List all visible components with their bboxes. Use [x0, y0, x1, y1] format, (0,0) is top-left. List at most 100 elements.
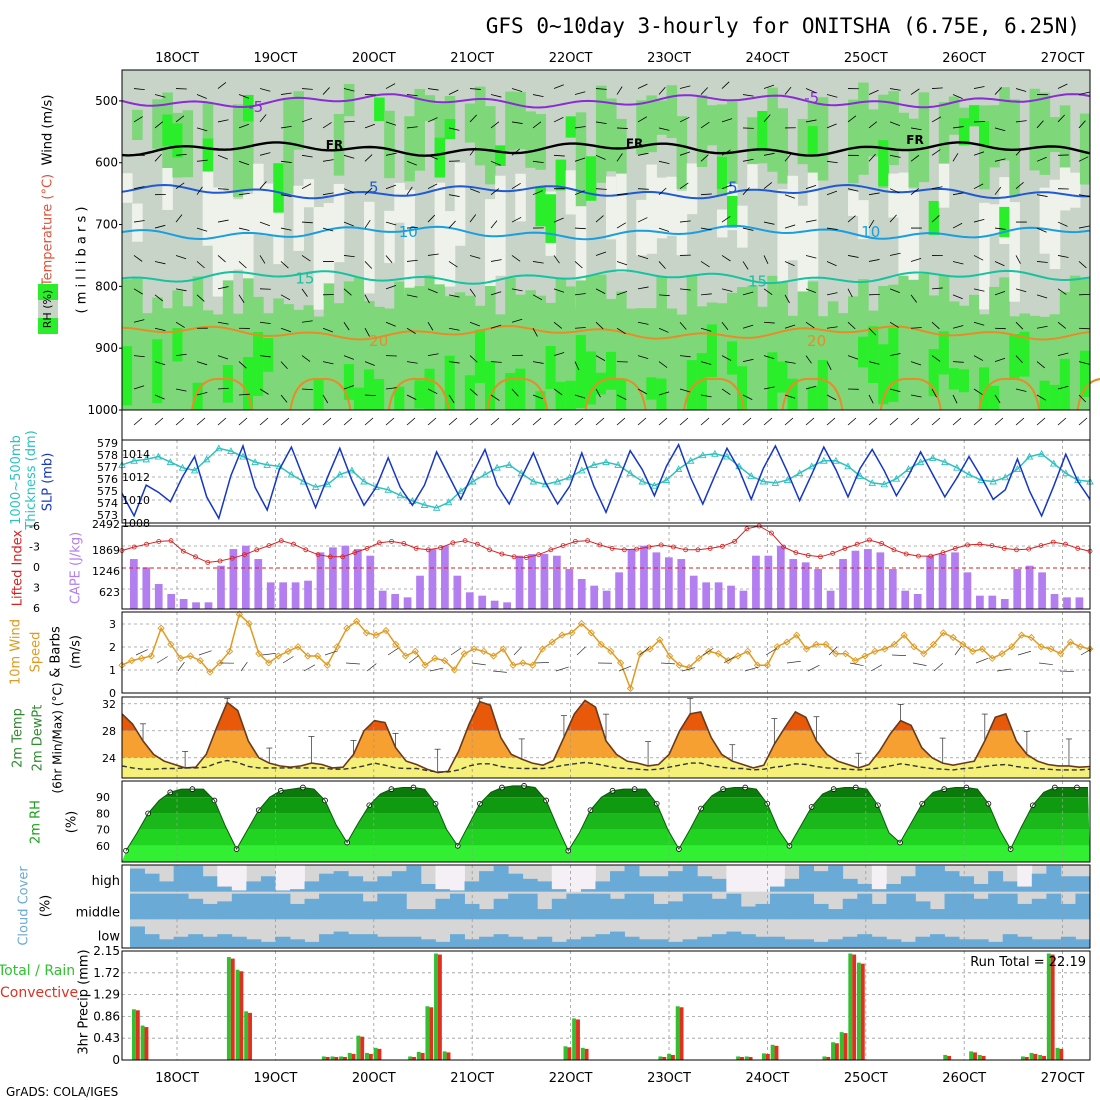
cloud-cell: [377, 893, 393, 920]
rh-cell: [585, 275, 597, 410]
rh-cell: [747, 285, 758, 410]
precip-total-bar: [373, 1047, 378, 1060]
rh-cell: [797, 118, 809, 165]
li-tick-label: 6: [33, 602, 40, 615]
wind-barb: [931, 149, 941, 156]
cloud-cell: [493, 866, 509, 892]
wind-barb: [469, 147, 477, 156]
rh-cell: [525, 111, 536, 168]
cloud-cell: [755, 903, 771, 920]
wind-barb: [133, 355, 145, 358]
precip-conv-bar: [343, 1056, 347, 1060]
wind-barb: [196, 159, 208, 162]
wind10-tick-label: 2: [109, 641, 116, 654]
rh-cell: [283, 304, 294, 410]
wind-barb: [364, 361, 375, 366]
cloud-cell: [580, 936, 596, 947]
cape-axis-label-line: CAPE (J/kg): [69, 532, 84, 604]
cloud-cell: [770, 936, 785, 947]
wind-barb: [1036, 261, 1048, 263]
cloud-cell: [217, 886, 233, 892]
cape-bar: [652, 552, 661, 609]
wind-barb: [595, 355, 606, 362]
wind-barb: [322, 361, 334, 365]
wind-barb: [994, 394, 1001, 404]
precip-total-bar: [1038, 1054, 1043, 1060]
wind10-line-marker: [1066, 638, 1075, 646]
rh-cell: [243, 278, 254, 410]
precip-conv-bar: [843, 1033, 848, 1060]
rh-cell: [525, 290, 536, 410]
thickness-tick-label: 578: [97, 449, 118, 462]
isotherm-label: 20: [807, 332, 826, 350]
wind-barb: [217, 355, 229, 360]
rh-band: [122, 813, 1090, 830]
wind-barb: [889, 121, 900, 127]
precip-conv-bar: [852, 954, 857, 1060]
rh-cell: [807, 172, 819, 280]
wind-barb: [658, 261, 666, 269]
li-marker: [242, 552, 247, 558]
isotherm-label: FR: [906, 133, 923, 147]
cloud-cell: [566, 893, 582, 920]
date-label-bottom: 23OCT: [647, 1071, 691, 1086]
wind-barb: [385, 83, 396, 89]
cloud-cell: [1060, 876, 1076, 892]
cloud-cell: [668, 901, 684, 920]
wind-barb: [994, 261, 1005, 267]
wind-barb: [175, 321, 185, 328]
wind-barb: [511, 255, 521, 262]
cloud-cell: [304, 881, 320, 892]
cape-bar: [789, 559, 798, 609]
date-label-bottom: 19OCT: [254, 1071, 298, 1086]
wind-barb: [952, 417, 962, 426]
wind10-barb: [723, 656, 735, 664]
cloud-cell: [231, 893, 247, 920]
wind10-barb: [786, 660, 801, 664]
wind-barb: [427, 322, 434, 331]
cloud-cell: [406, 866, 422, 892]
wind10-line-marker: [793, 631, 801, 639]
wind10-line-marker: [235, 610, 243, 618]
cloud-cell: [173, 893, 189, 920]
wind-barb: [133, 116, 143, 123]
wind-barb: [910, 88, 920, 95]
wind-barb: [931, 215, 940, 223]
minmax-axis-label: (6hr Min/Max) (°C): [51, 682, 65, 793]
cloud-cell: [537, 936, 553, 947]
cloud-cell: [319, 893, 335, 920]
cape-bar: [167, 594, 176, 609]
wind10-barb: [555, 666, 569, 672]
rh-cell: [464, 375, 476, 410]
li-marker: [952, 546, 958, 551]
cape-bar: [727, 585, 735, 609]
rh-cell: [898, 275, 909, 410]
rh-cell: [273, 298, 284, 410]
wind-barb: [364, 187, 373, 195]
wind10-line-marker: [353, 617, 361, 625]
cloud-cell: [668, 871, 684, 892]
rh-cell: [555, 381, 567, 410]
wind10-barb: [198, 650, 212, 656]
wind-barb: [700, 293, 712, 296]
cape-bar: [179, 599, 188, 609]
wind-barb: [196, 391, 208, 396]
wind-barb: [658, 160, 670, 165]
wind-barb: [847, 255, 859, 258]
wind10-barb: [240, 661, 248, 672]
wind-barb: [1078, 417, 1088, 426]
cloud-cell: [624, 936, 640, 947]
rh-cell: [394, 281, 405, 410]
wind10-line-marker: [1008, 643, 1016, 651]
cloud-cell: [1002, 934, 1018, 947]
rh-cell: [404, 287, 415, 410]
precip-total-bar: [969, 1051, 974, 1060]
wind-barb: [763, 288, 773, 296]
wind-barb: [301, 221, 313, 224]
cloud-cell: [362, 881, 378, 892]
precip-conv-bar: [437, 954, 442, 1060]
warm-contour: [683, 377, 745, 411]
precip-total-bar: [321, 1056, 326, 1060]
cloud-cell: [173, 936, 189, 947]
wind-barb: [658, 361, 668, 368]
